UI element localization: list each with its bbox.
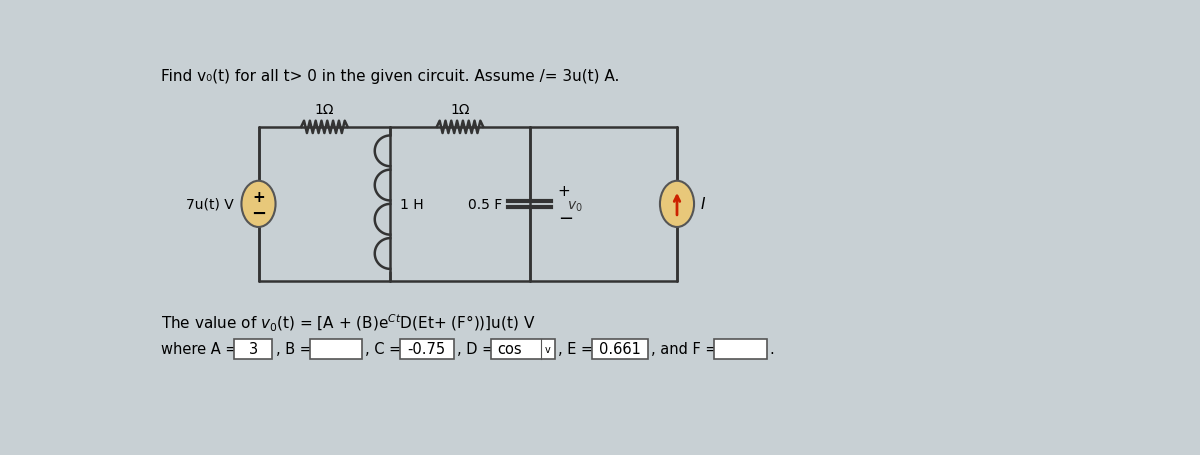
FancyBboxPatch shape <box>592 339 648 359</box>
Text: v: v <box>545 344 551 354</box>
Text: 1Ω: 1Ω <box>450 103 469 117</box>
Text: -0.75: -0.75 <box>408 341 445 356</box>
Text: $v_0$: $v_0$ <box>566 199 583 213</box>
Text: cos: cos <box>497 341 522 356</box>
Text: +: + <box>252 189 265 204</box>
Text: , D =: , D = <box>457 341 494 356</box>
Text: , and F =: , and F = <box>650 341 718 356</box>
Text: 0.5 F: 0.5 F <box>468 197 502 212</box>
Text: , B =: , B = <box>276 341 312 356</box>
Text: 1 H: 1 H <box>400 197 424 212</box>
Text: 0.661: 0.661 <box>599 341 641 356</box>
FancyBboxPatch shape <box>714 339 767 359</box>
Text: 7u(t) V: 7u(t) V <box>186 197 234 212</box>
Text: where A =: where A = <box>161 341 238 356</box>
Text: 1Ω: 1Ω <box>314 103 334 117</box>
Text: 3: 3 <box>248 341 258 356</box>
Text: Find v₀(t) for all t> 0 in the given circuit. Assume /= 3u(t) A.: Find v₀(t) for all t> 0 in the given cir… <box>161 68 619 83</box>
Text: The value of $v_0$(t) = [A + (B)e$^{Ct}$D(Et+ (F$°$))]u(t) V: The value of $v_0$(t) = [A + (B)e$^{Ct}$… <box>161 312 535 333</box>
FancyBboxPatch shape <box>491 339 554 359</box>
Text: , C =: , C = <box>366 341 402 356</box>
Text: +: + <box>558 183 570 198</box>
Ellipse shape <box>241 182 276 228</box>
Text: I: I <box>701 197 704 212</box>
FancyBboxPatch shape <box>310 339 362 359</box>
FancyBboxPatch shape <box>234 339 272 359</box>
Text: −: − <box>251 205 266 222</box>
Ellipse shape <box>660 182 694 228</box>
FancyBboxPatch shape <box>400 339 454 359</box>
Text: , E =: , E = <box>558 341 593 356</box>
Text: −: − <box>558 209 572 227</box>
Text: .: . <box>769 341 774 356</box>
